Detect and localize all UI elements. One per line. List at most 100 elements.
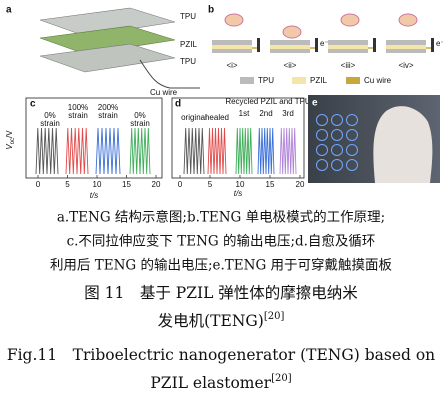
tpu-layer	[212, 40, 252, 45]
x-label: t/s	[234, 189, 242, 198]
annotation: 3rd	[282, 109, 294, 118]
layer-label: TPU	[180, 12, 196, 21]
panel-label: b	[208, 5, 214, 16]
waveform	[183, 127, 205, 175]
pzil-layer	[386, 45, 426, 49]
panel-label: c	[30, 99, 36, 110]
tpu-layer	[212, 49, 252, 53]
electron-label: e⁻	[436, 39, 443, 48]
annotation: 100%	[68, 103, 88, 112]
waveform	[95, 127, 121, 175]
key	[346, 129, 358, 141]
step-label: <i>	[226, 61, 237, 70]
tpu-layer	[386, 40, 426, 45]
annotation: 200%	[98, 103, 118, 112]
tpu-layer	[270, 40, 310, 45]
waveform	[207, 127, 227, 175]
ref: [20]	[264, 311, 285, 322]
x-tick-label: 0	[36, 180, 41, 189]
caption-line: c.不同拉伸应变下 TENG 的输出电压;d.自愈及循环	[67, 233, 376, 250]
tpu-layer	[328, 49, 368, 53]
y-label: Voc/V	[5, 130, 15, 150]
key	[331, 129, 343, 141]
x-tick-label: 20	[152, 180, 161, 189]
annotation: 2nd	[259, 109, 272, 118]
caption-title: 图 11 基于 PZIL 弹性体的摩擦电纳米	[84, 284, 358, 302]
annotation: 0%	[134, 111, 146, 120]
finger	[398, 13, 418, 27]
finger	[340, 13, 360, 27]
annotation: strain	[130, 119, 150, 128]
key	[331, 144, 343, 156]
step-label: <ii>	[284, 61, 297, 70]
panel-b: b <i> <ii> e⁻ <iii> <iv> e⁻ TPU PZIL Cu wire	[208, 5, 443, 85]
tpu-layer	[386, 49, 426, 53]
x-tick-label: 15	[266, 180, 275, 189]
annotation: strain	[98, 111, 118, 120]
caption-title-en: Fig.11 Triboelectric nanogenerator (TENG…	[7, 346, 435, 364]
x-tick-label: 20	[296, 180, 305, 189]
panel-label: e	[312, 98, 318, 109]
waveform	[257, 127, 275, 175]
annotation: strain	[40, 119, 60, 128]
ref: [20]	[271, 373, 292, 384]
annotation: 0%	[44, 111, 56, 120]
pzil-layer	[328, 45, 368, 49]
panel-a: a TPU PZIL TPU Cu wire	[6, 5, 200, 97]
x-tick-label: 10	[93, 180, 102, 189]
electron-label: e⁻	[320, 39, 329, 48]
annotation: strain	[68, 111, 88, 120]
caption-line: a.TENG 结构示意图;b.TENG 单电极模式的工作原理;	[57, 209, 385, 226]
caption-title: 发电机(TENG)[20]	[158, 311, 285, 331]
ground	[373, 38, 376, 52]
key	[346, 159, 358, 171]
step-label: <iii>	[341, 61, 356, 70]
legend-label: Cu wire	[364, 76, 392, 85]
panel-label: d	[175, 99, 181, 110]
y-label-unit: /V	[5, 130, 14, 138]
annotation: original	[181, 113, 207, 122]
finger	[282, 25, 302, 39]
pzil-layer	[270, 45, 310, 49]
key	[316, 114, 328, 126]
key	[316, 129, 328, 141]
ground	[315, 38, 318, 52]
legend-label: PZIL	[310, 76, 327, 85]
caption-title-en: PZIL elastomer[20]	[150, 373, 291, 393]
legend-label: TPU	[258, 76, 274, 85]
key	[346, 144, 358, 156]
key	[346, 114, 358, 126]
x-tick-label: 5	[208, 180, 213, 189]
ground	[257, 38, 260, 52]
layer-label: PZIL	[180, 40, 197, 49]
wire-label: Cu wire	[150, 88, 178, 97]
title-text: 发电机(TENG)	[158, 312, 264, 330]
waveform	[129, 127, 151, 175]
annotation: healed	[205, 113, 229, 122]
annotation: 1st	[239, 109, 250, 118]
caption-line: 利用后 TENG 的输出电压;e.TENG 用于可穿戴触摸面板	[50, 258, 393, 274]
x-tick-label: 10	[236, 180, 245, 189]
y-label-sub: oc	[10, 138, 16, 144]
panel-e: e	[308, 95, 440, 183]
waveform	[65, 127, 89, 175]
step-label: <iv>	[398, 61, 413, 70]
waveform	[235, 127, 253, 175]
y-label-main: V	[5, 144, 14, 150]
panel-label: a	[6, 5, 12, 16]
waveform	[35, 127, 59, 175]
tpu-layer	[270, 49, 310, 53]
finger	[224, 13, 244, 27]
key	[316, 159, 328, 171]
annotation: Recycled PZIL and TPU	[225, 97, 311, 106]
pzil-layer	[212, 45, 252, 49]
key	[331, 159, 343, 171]
x-tick-label: 5	[65, 180, 70, 189]
ground	[431, 38, 434, 52]
title-text: PZIL elastomer	[150, 374, 271, 392]
panel-c: c Voc/V t/s 0 5 10 15 200%strain100%strain20…	[5, 97, 163, 200]
key	[331, 114, 343, 126]
waveform	[279, 127, 297, 175]
